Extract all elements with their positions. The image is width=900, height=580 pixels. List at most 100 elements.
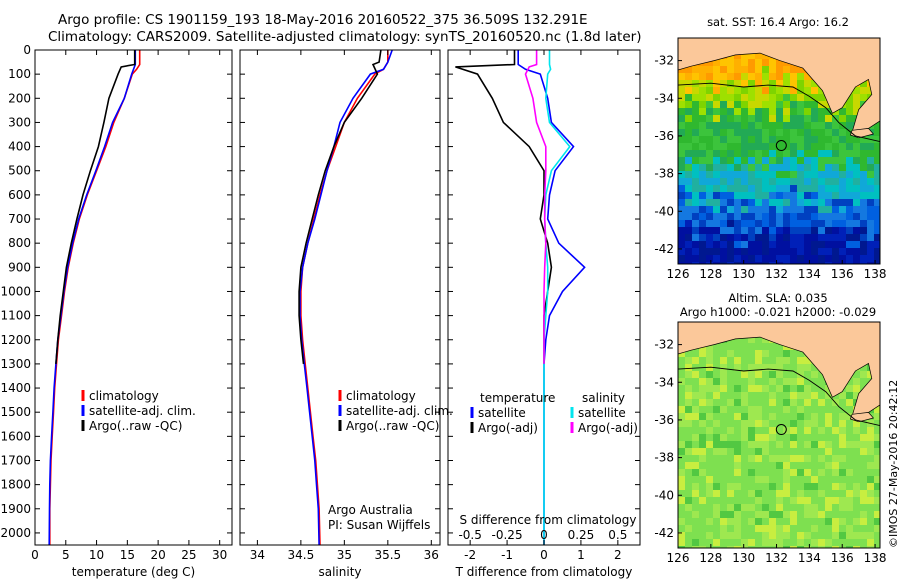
map-cell xyxy=(769,504,777,512)
map-cell xyxy=(741,213,749,221)
map-cell xyxy=(825,241,833,249)
map-cell xyxy=(713,213,721,221)
map-cell xyxy=(685,220,693,228)
map-cell xyxy=(832,420,840,428)
map-cell xyxy=(706,455,714,463)
map-cell xyxy=(734,52,742,60)
map-cell xyxy=(755,483,763,491)
map-cell xyxy=(741,206,749,214)
map-cell xyxy=(713,462,721,470)
map-cell xyxy=(776,546,784,548)
map-cell xyxy=(755,129,763,137)
map-cell xyxy=(853,143,861,151)
map-cell xyxy=(734,87,742,95)
map-cell xyxy=(860,448,868,456)
map-cell xyxy=(727,206,735,214)
map-cell xyxy=(874,206,880,214)
map-cell xyxy=(699,255,707,263)
map-cell xyxy=(860,143,868,151)
map-cell xyxy=(769,378,777,386)
map-cell xyxy=(762,497,770,505)
map-cell xyxy=(720,143,728,151)
map-cell xyxy=(713,343,721,351)
map-cell xyxy=(769,178,777,186)
map-cell xyxy=(741,518,749,526)
map-cell xyxy=(734,462,742,470)
map-cell xyxy=(832,490,840,498)
map-cell xyxy=(748,80,756,88)
map-cell xyxy=(769,413,777,421)
map-cell xyxy=(776,255,784,263)
map-cell xyxy=(762,476,770,484)
map-cell xyxy=(720,371,728,379)
map-cell xyxy=(713,539,721,547)
map-cell xyxy=(734,490,742,498)
map-cell xyxy=(692,392,700,400)
map-cell xyxy=(748,539,756,547)
map-cell xyxy=(706,241,714,249)
map-cell xyxy=(867,441,875,449)
map-cell xyxy=(685,213,693,221)
map-cell xyxy=(790,94,798,102)
map-cell xyxy=(797,136,805,144)
map-cell xyxy=(713,101,721,109)
map-cell xyxy=(804,427,812,435)
map-cell xyxy=(720,129,728,137)
map-cell xyxy=(811,101,819,109)
map-cell xyxy=(846,490,854,498)
map-cell xyxy=(678,462,686,470)
map-cell xyxy=(839,255,847,263)
map-cell xyxy=(776,171,784,179)
map-cell xyxy=(692,539,700,547)
map-cell xyxy=(748,378,756,386)
map-cell xyxy=(748,434,756,442)
map-cell xyxy=(776,455,784,463)
map-cell xyxy=(790,371,798,379)
map-cell xyxy=(846,108,854,116)
map-cell xyxy=(748,357,756,365)
map-cell xyxy=(776,448,784,456)
map-cell xyxy=(692,462,700,470)
map-cell xyxy=(755,350,763,358)
map-cell xyxy=(818,518,826,526)
map-cell xyxy=(678,157,686,165)
map-cell xyxy=(762,185,770,193)
map-x-tick-label: 136 xyxy=(831,267,854,281)
map-cell xyxy=(790,164,798,172)
map-cell xyxy=(804,455,812,463)
map-cell xyxy=(769,73,777,81)
map-cell xyxy=(811,241,819,249)
map-cell xyxy=(748,199,756,207)
map-cell xyxy=(699,406,707,414)
map-cell xyxy=(769,122,777,130)
map-cell xyxy=(678,115,686,123)
map-cell xyxy=(776,518,784,526)
map-cell xyxy=(741,73,749,81)
map-cell xyxy=(790,539,798,547)
map-cell xyxy=(846,525,854,533)
map-cell xyxy=(741,455,749,463)
map-cell xyxy=(762,455,770,463)
map-cell xyxy=(685,406,693,414)
map-cell xyxy=(734,73,742,81)
map-cell xyxy=(804,483,812,491)
map-cell xyxy=(867,255,875,263)
map-cell xyxy=(860,455,868,463)
map-cell xyxy=(846,455,854,463)
map-cell xyxy=(685,101,693,109)
map-cell xyxy=(706,192,714,200)
map-cell xyxy=(811,385,819,393)
map-cell xyxy=(783,150,791,158)
map-cell xyxy=(853,150,861,158)
map-cell xyxy=(825,518,833,526)
map-cell xyxy=(692,413,700,421)
map-cell xyxy=(867,525,875,533)
map-cell xyxy=(818,164,826,172)
map-cell xyxy=(720,413,728,421)
map-cell xyxy=(741,192,749,200)
map-cell xyxy=(692,469,700,477)
map-cell xyxy=(860,255,868,263)
map-cell xyxy=(797,171,805,179)
map-cell xyxy=(846,539,854,547)
